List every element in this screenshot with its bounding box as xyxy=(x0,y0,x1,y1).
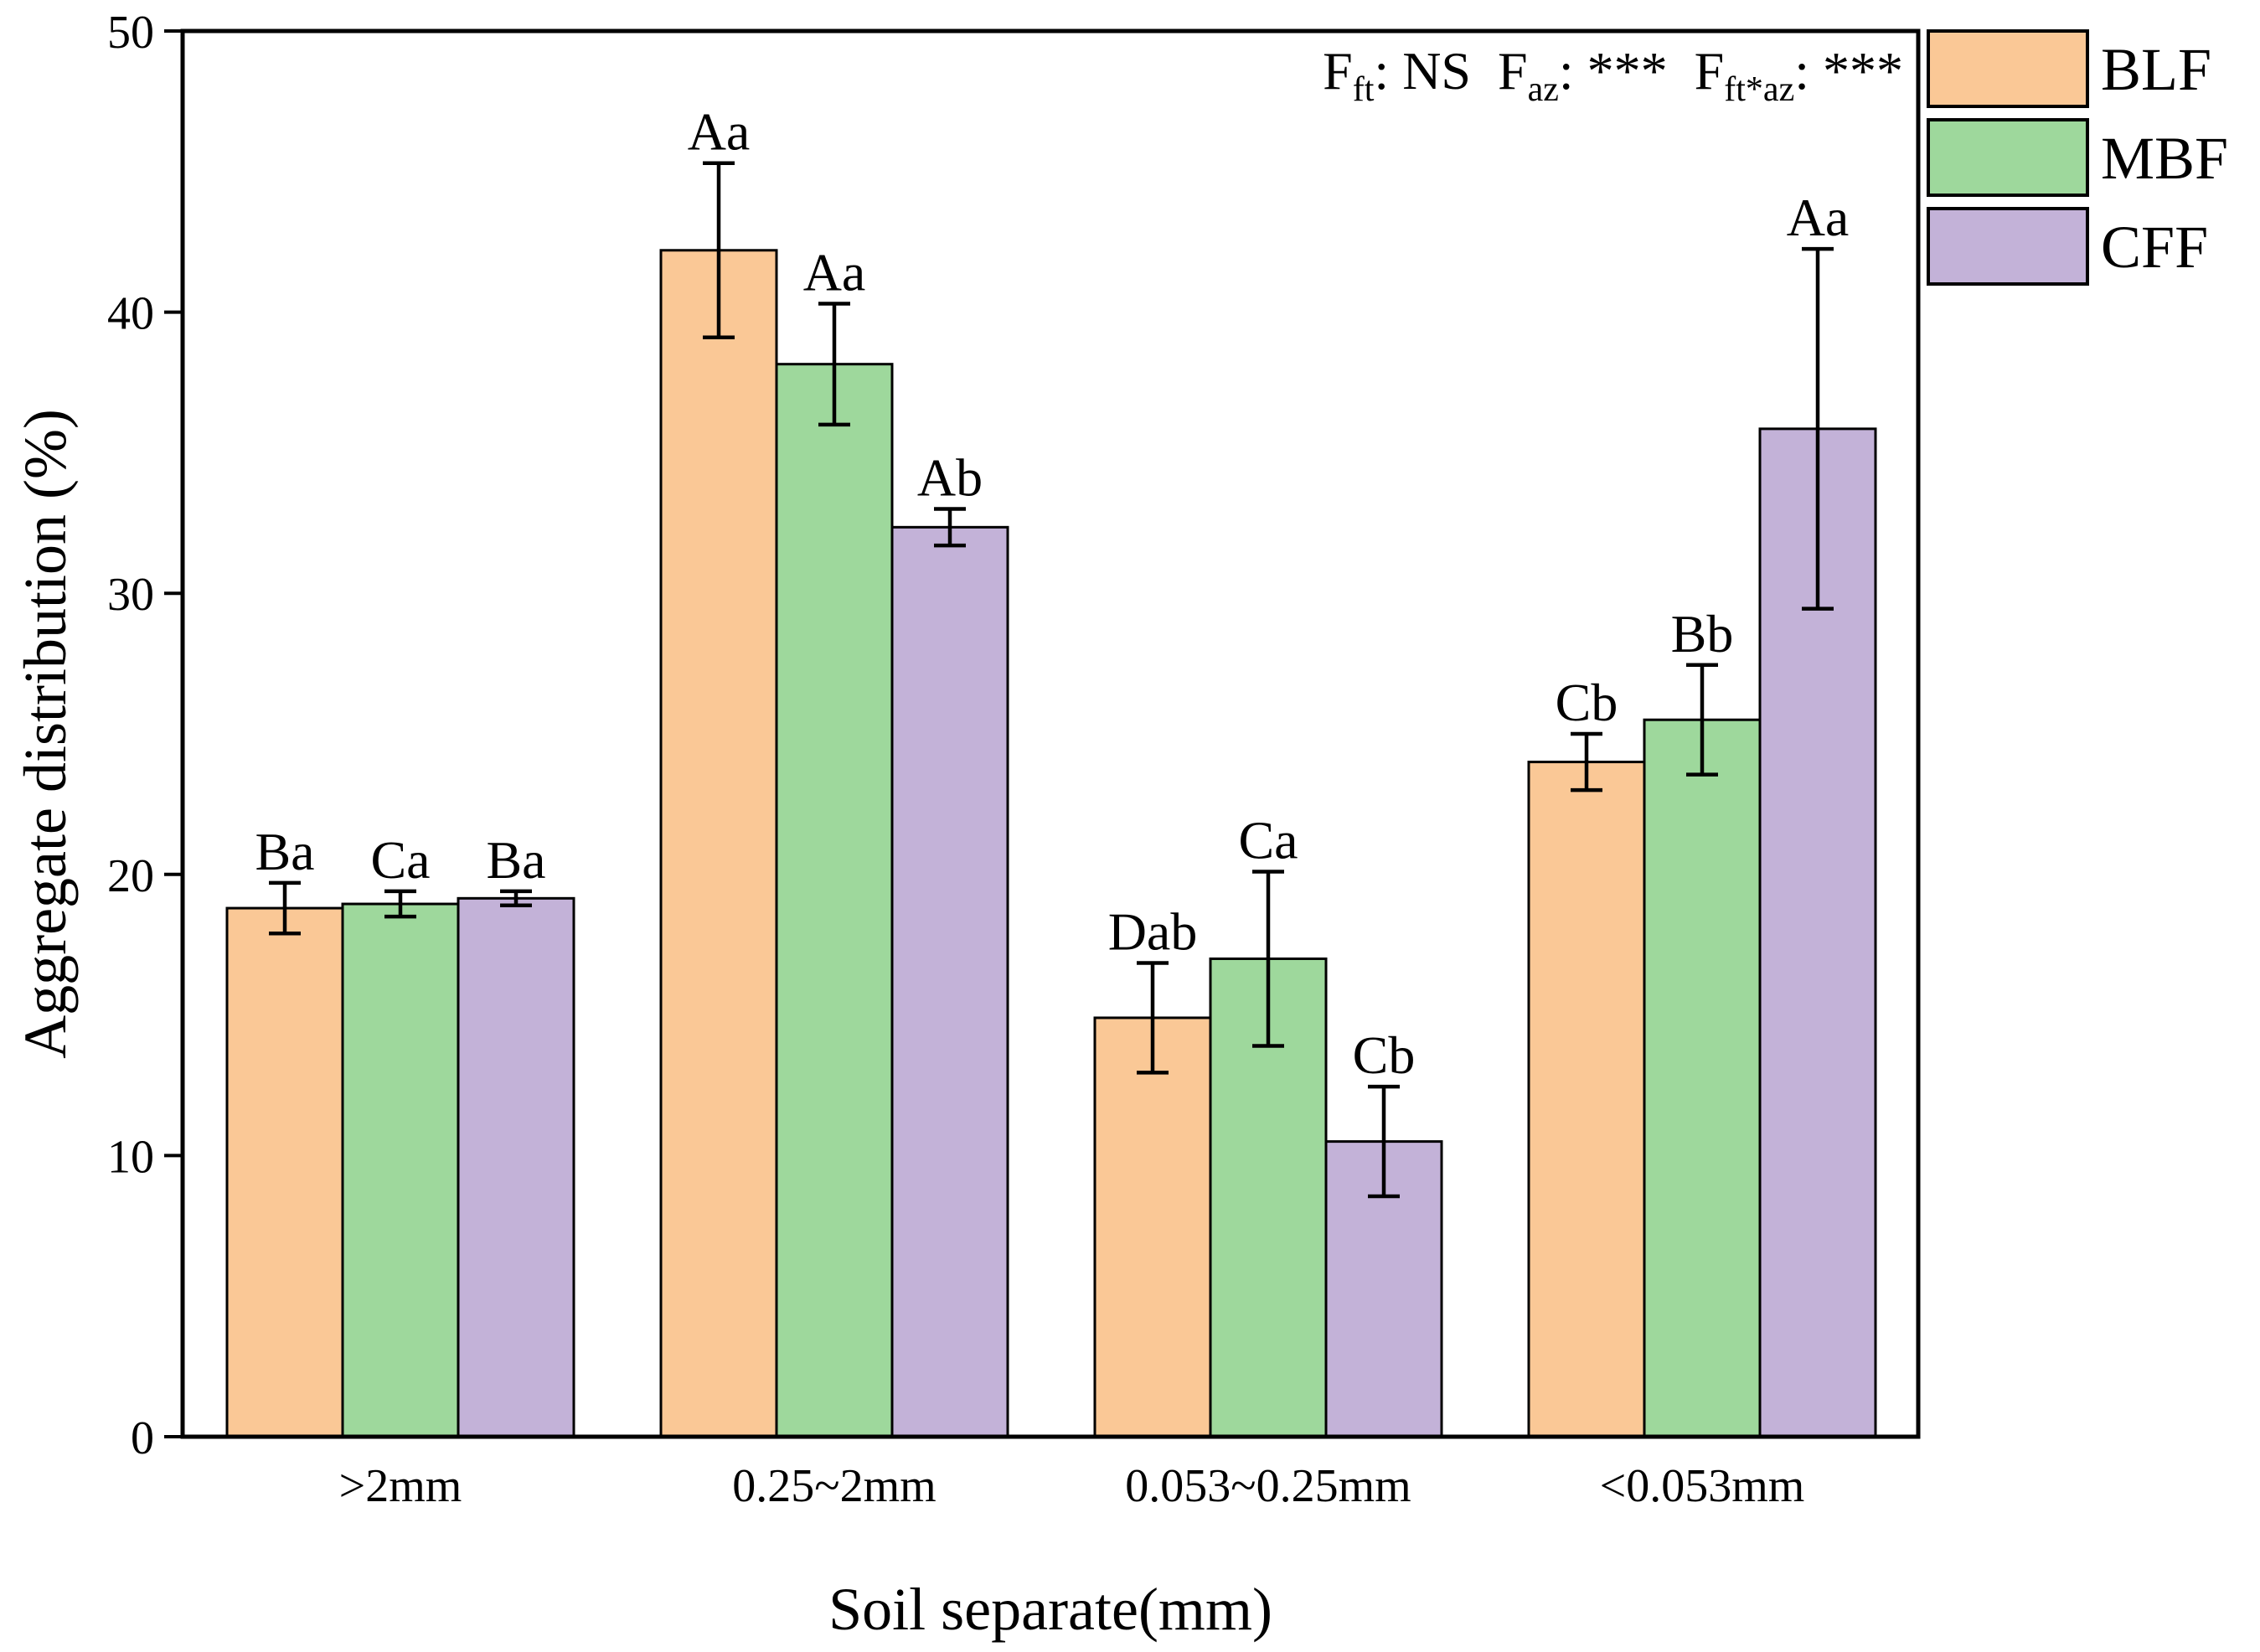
significance-label: Cb xyxy=(1556,673,1618,732)
significance-label: Aa xyxy=(803,243,866,302)
bar-cff-1 xyxy=(890,525,1009,1438)
x-tick-label: <0.053mm xyxy=(1600,1460,1805,1512)
legend-swatch-blf xyxy=(1927,29,2089,108)
x-tick-label: >2mm xyxy=(339,1460,462,1512)
x-tick-label: 0.25~2mm xyxy=(732,1460,936,1512)
significance-label: Aa xyxy=(1787,188,1850,247)
bar-mbf-1 xyxy=(775,363,894,1438)
x-tick-label: 0.053~0.25mm xyxy=(1125,1460,1411,1512)
stats-annotation: Fft: NS Faz: *** Fft*az: *** xyxy=(1323,41,1903,109)
bar-mbf-0 xyxy=(341,902,460,1438)
legend-label-cff: CFF xyxy=(2101,214,2208,281)
y-tick-label: 20 xyxy=(107,850,154,902)
significance-label: Ab xyxy=(917,448,983,508)
y-tick-label: 50 xyxy=(107,7,154,59)
stats-f-label: F xyxy=(1668,41,1725,101)
y-tick-label: 40 xyxy=(107,288,154,340)
stats-f-value: : *** xyxy=(1559,41,1668,101)
stats-f-label: F xyxy=(1323,41,1353,101)
significance-label: Ba xyxy=(486,830,545,890)
stats-f-label: F xyxy=(1471,41,1528,101)
legend-swatch-mbf xyxy=(1927,118,2089,197)
stats-f-value: : NS xyxy=(1374,41,1471,101)
bar-mbf-3 xyxy=(1643,718,1762,1438)
legend: BLF MBF CFF xyxy=(1927,29,2228,286)
stats-f-value: : *** xyxy=(1794,41,1903,101)
y-axis-title: Aggregate distribution (%) xyxy=(12,409,79,1059)
bar-cff-0 xyxy=(457,896,575,1438)
plot-frame xyxy=(180,28,1921,1439)
bar-blf-1 xyxy=(659,249,778,1438)
y-tick-label: 0 xyxy=(131,1412,154,1464)
legend-label-blf: BLF xyxy=(2101,36,2211,103)
stats-f-subscript: ft*az xyxy=(1724,70,1794,109)
x-axis-title: Soil separate(mm) xyxy=(828,1576,1272,1643)
bar-blf-0 xyxy=(225,906,344,1438)
significance-label: Ca xyxy=(1238,810,1298,870)
significance-label: Ba xyxy=(255,822,314,881)
significance-label: Ca xyxy=(370,830,430,890)
legend-label-mbf: MBF xyxy=(2101,125,2228,192)
plot-area: Ba Aa Dab Cb Ca Aa Ca Bb Ba Ab Cb Aa 0 10 20 30 40 50 >2mm… xyxy=(12,7,1921,1643)
bar-blf-2 xyxy=(1093,1016,1212,1438)
significance-label: Dab xyxy=(1108,902,1198,962)
bar-blf-3 xyxy=(1527,761,1646,1438)
y-tick-label: 10 xyxy=(107,1131,154,1183)
significance-label: Aa xyxy=(688,102,751,162)
significance-label: Bb xyxy=(1671,604,1734,663)
legend-swatch-cff xyxy=(1927,207,2089,286)
significance-label: Cb xyxy=(1353,1025,1416,1085)
stats-f-subscript: ft xyxy=(1353,70,1375,109)
y-tick-label: 30 xyxy=(107,569,154,621)
stats-f-subscript: az xyxy=(1528,70,1559,109)
